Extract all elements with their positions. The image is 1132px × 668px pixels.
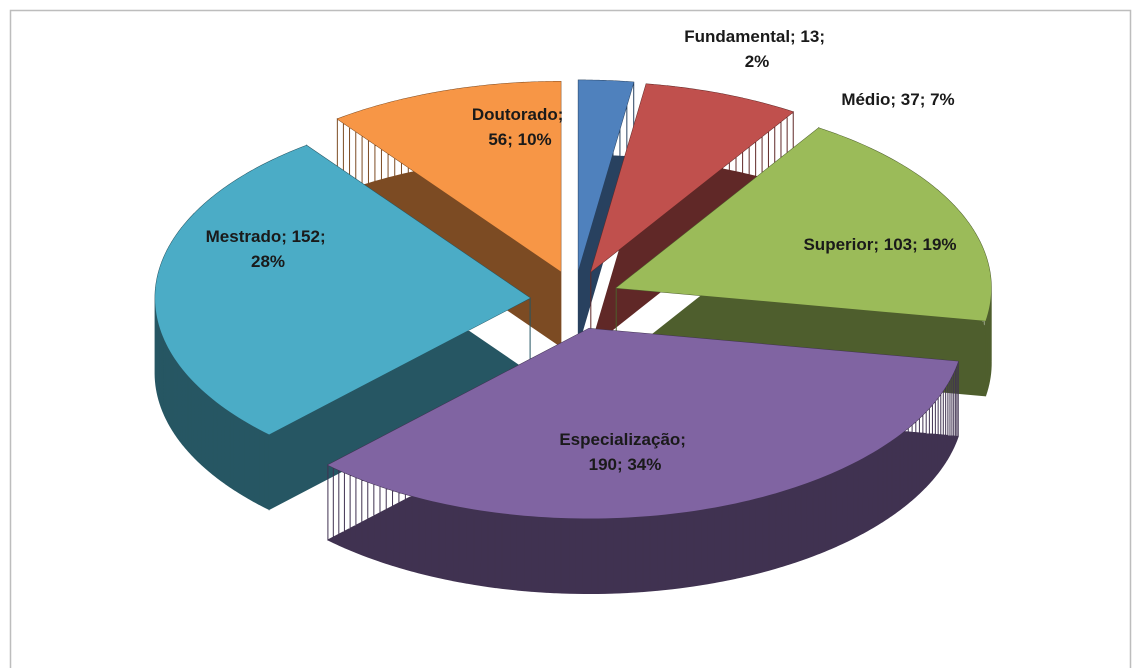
slice [327, 328, 959, 519]
slice [616, 128, 992, 321]
slice [578, 80, 634, 271]
data-label-line: Mestrado; 152; [206, 227, 331, 246]
data-label-line: Especialização; [559, 430, 690, 449]
slice [590, 83, 794, 272]
data-label: Superior; 103; 19% [803, 235, 956, 254]
data-label-line: 28% [251, 252, 285, 271]
data-label-line: Doutorado; [472, 105, 568, 124]
data-label: Fundamental; 13; 2% [684, 27, 829, 71]
data-label: Mestrado; 152; 28% [206, 227, 331, 271]
data-label-line: 56; 10% [488, 130, 551, 149]
data-label-line: 2% [745, 52, 770, 71]
slice [337, 81, 561, 272]
data-label: Especialização; 190; 34% [559, 430, 690, 474]
data-label-line: Superior; 103; 19% [803, 235, 956, 254]
data-label: Médio; 37; 7% [841, 90, 954, 109]
data-label: Doutorado; 56; 10% [472, 105, 568, 149]
slice [155, 145, 531, 435]
data-label-line: Médio; 37; 7% [841, 90, 954, 109]
data-label-line: 190; 34% [589, 455, 662, 474]
data-label-line: Fundamental; 13; [684, 27, 829, 46]
